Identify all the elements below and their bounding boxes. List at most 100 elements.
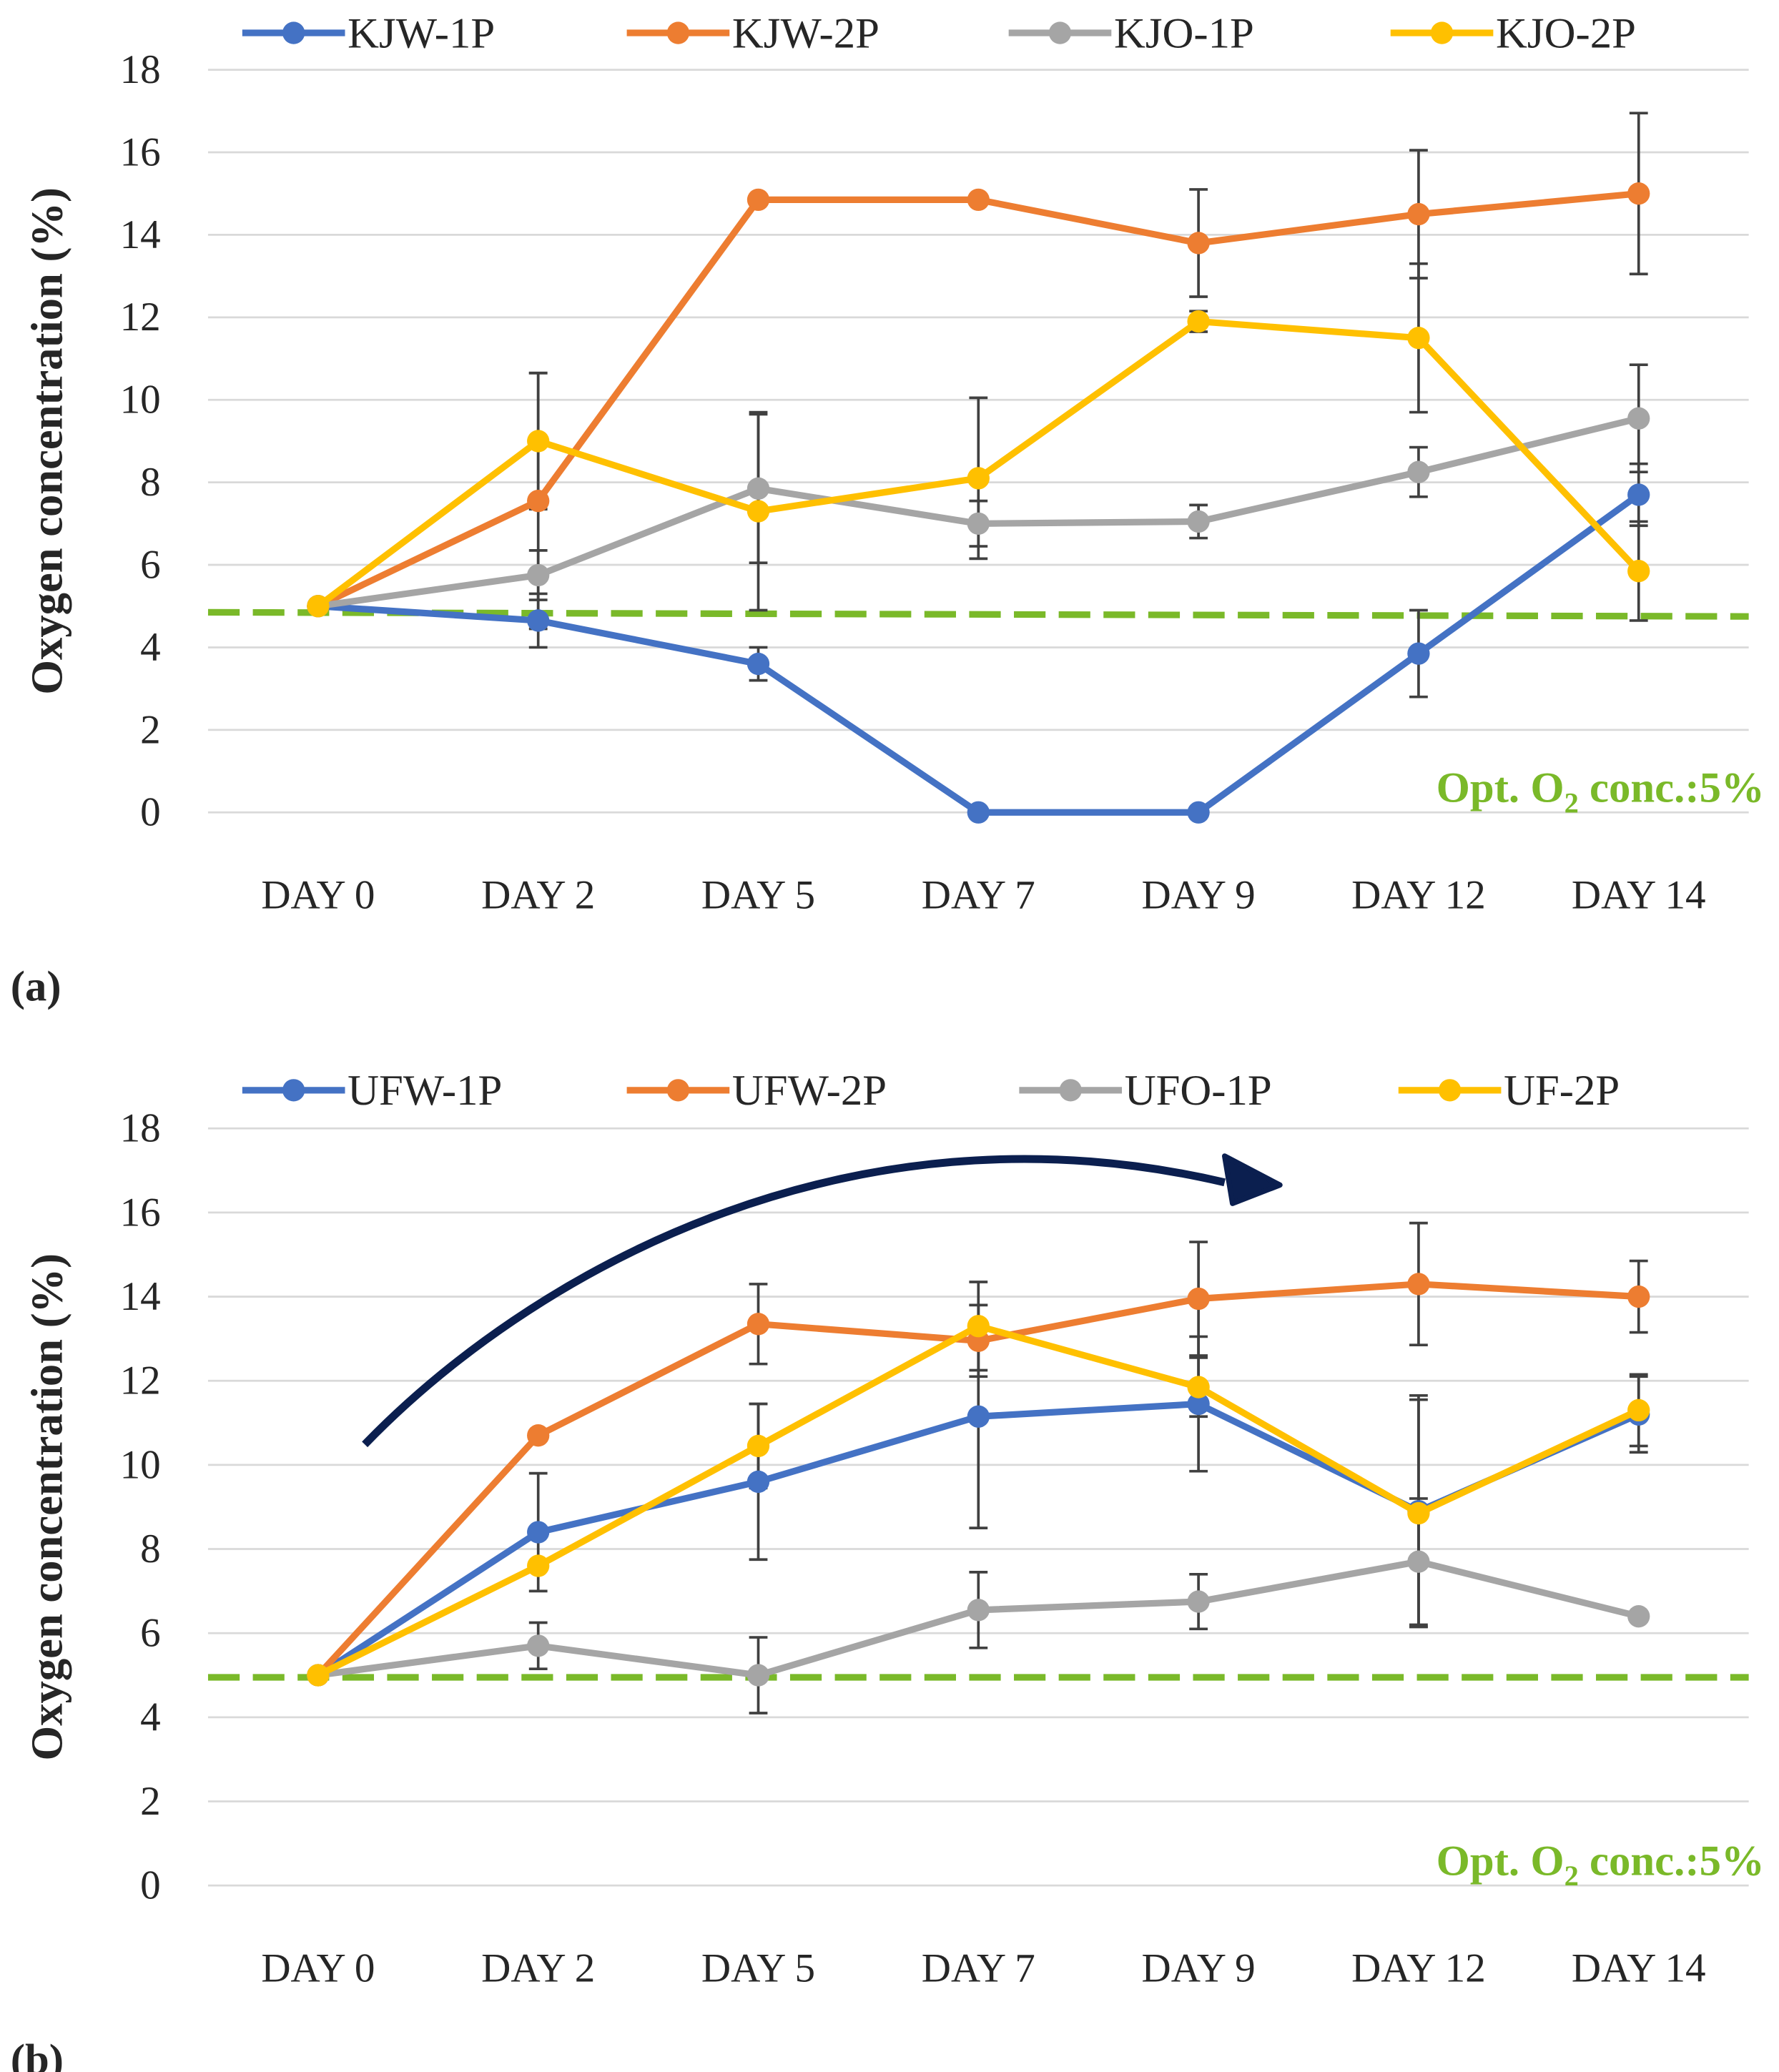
- data-point-UFO-1P: [1187, 1590, 1210, 1613]
- x-tick-label: DAY 5: [701, 1946, 815, 1991]
- data-point-KJO-1P: [1407, 460, 1430, 483]
- data-point-KJW-2P: [527, 489, 550, 513]
- data-point-UF-2P: [307, 1664, 330, 1687]
- data-point-KJW-2P: [1407, 202, 1430, 226]
- y-tick-label: 16: [120, 129, 161, 174]
- legend-marker-UFW-2P: [666, 1079, 690, 1102]
- y-tick-label: 16: [120, 1190, 161, 1235]
- chart-panel-b: 0 2 4 6 8 10 12 14 16 18 DAY 0 DAY 2 DAY 5 DAY 7 DAY 9…: [11, 1067, 1765, 2072]
- data-point-UF-2P: [746, 1434, 770, 1458]
- x-tick-label: DAY 7: [922, 873, 1035, 918]
- data-point-UFW-2P: [746, 1313, 770, 1336]
- x-tick-label: DAY 7: [922, 1946, 1035, 1991]
- reference-line: [207, 608, 1749, 620]
- y-tick-label: 14: [120, 212, 161, 257]
- legend-label: UFW-2P: [732, 1067, 887, 1115]
- legend-marker-UFW-1P: [282, 1079, 305, 1102]
- data-point-UFO-1P: [967, 1599, 990, 1622]
- data-point-KJO-1P: [527, 563, 550, 587]
- x-tick-label: DAY 14: [1572, 873, 1706, 918]
- data-point-UF-2P: [1187, 1376, 1210, 1398]
- data-point-KJO-1P: [746, 477, 770, 500]
- y-axis-title: Oxygen concentration (%): [22, 1253, 72, 1760]
- data-point-UFO-1P: [1627, 1605, 1650, 1628]
- trend-arrow-shaft: [362, 1155, 1226, 1448]
- data-point-UFW-2P: [1627, 1285, 1650, 1308]
- x-tick-label: DAY 12: [1351, 873, 1486, 918]
- data-point-KJW-2P: [967, 188, 990, 212]
- x-tick-label: DAY 9: [1142, 873, 1256, 918]
- data-point-KJW-1P: [1187, 801, 1210, 824]
- data-point-KJO-2P: [527, 430, 550, 453]
- x-tick-label: DAY 14: [1572, 1946, 1706, 1991]
- y-tick-label: 12: [120, 295, 161, 340]
- y-tick-label: 8: [140, 1526, 161, 1572]
- chart-panel-a: 0 2 4 6 8 10 12 14 16 18 DAY 0 DAY 2 DAY 5 DAY 7 DAY 9…: [11, 9, 1765, 1010]
- x-tick-label: DAY 0: [261, 873, 375, 918]
- legend-label: KJO-2P: [1496, 9, 1636, 57]
- trend-arrow-head: [1222, 1153, 1283, 1206]
- y-tick-label: 6: [140, 1611, 161, 1656]
- y-tick-label: 6: [140, 542, 161, 587]
- y-tick-label: 18: [120, 1106, 161, 1151]
- data-point-KJO-2P: [1627, 560, 1650, 583]
- data-point-UF-2P: [1627, 1398, 1650, 1422]
- panel-label: (a): [11, 963, 61, 1011]
- y-tick-label: 10: [120, 1442, 161, 1487]
- legend-marker-KJO-2P: [1430, 21, 1454, 44]
- data-point-KJW-1P: [746, 652, 770, 676]
- data-point-UFW-1P: [527, 1521, 550, 1544]
- x-tick-label: DAY 5: [701, 873, 815, 918]
- y-tick-label: 10: [120, 378, 161, 423]
- data-point-KJO-2P: [967, 467, 990, 490]
- data-point-KJO-2P: [307, 595, 330, 618]
- panel-label: (b): [11, 2036, 64, 2072]
- data-point-KJW-1P: [1407, 642, 1430, 665]
- data-point-KJW-1P: [527, 609, 550, 632]
- data-point-KJW-2P: [1627, 182, 1650, 205]
- legend-marker-KJO-1P: [1048, 21, 1072, 44]
- data-point-UFW-2P: [527, 1424, 550, 1447]
- x-tick-label: DAY 2: [481, 873, 595, 918]
- data-point-KJO-2P: [1407, 327, 1430, 350]
- legend-label: UFW-1P: [348, 1067, 502, 1115]
- data-point-UFO-1P: [746, 1664, 770, 1687]
- x-tick-label: DAY 9: [1142, 1946, 1256, 1991]
- y-tick-label: 8: [140, 460, 161, 505]
- y-tick-label: 4: [140, 625, 161, 670]
- legend-marker-KJW-1P: [282, 21, 305, 44]
- data-point-UFW-2P: [1407, 1273, 1430, 1296]
- legend-label: KJW-2P: [732, 9, 879, 57]
- y-tick-label: 2: [140, 1779, 161, 1824]
- legend-marker-KJW-2P: [666, 21, 690, 44]
- x-tick-label: DAY 0: [261, 1946, 375, 1991]
- data-point-UF-2P: [967, 1315, 990, 1338]
- data-point-UFW-1P: [967, 1405, 990, 1428]
- data-point-KJO-1P: [1187, 510, 1210, 533]
- legend-marker-UFO-1P: [1059, 1079, 1082, 1102]
- data-point-KJO-1P: [1627, 407, 1650, 430]
- data-point-KJW-2P: [746, 188, 770, 212]
- x-tick-label: DAY 12: [1351, 1946, 1486, 1991]
- reference-line-label: Opt. O2 conc.:5%: [1436, 764, 1765, 819]
- y-tick-label: 0: [140, 790, 161, 835]
- legend-label: KJW-1P: [348, 9, 495, 57]
- x-tick-label: DAY 2: [481, 1946, 595, 1991]
- legend-label: KJO-1P: [1114, 9, 1254, 57]
- data-point-UFO-1P: [1407, 1550, 1430, 1573]
- data-point-KJO-2P: [1187, 310, 1210, 333]
- data-point-KJW-1P: [967, 801, 990, 824]
- data-point-UF-2P: [1407, 1501, 1430, 1525]
- data-point-KJO-2P: [746, 500, 770, 523]
- data-point-KJW-1P: [1627, 483, 1650, 506]
- y-tick-label: 2: [140, 707, 161, 752]
- data-point-UF-2P: [527, 1554, 550, 1577]
- data-point-KJW-2P: [1187, 232, 1210, 255]
- data-point-UFW-1P: [746, 1470, 770, 1494]
- y-tick-label: 0: [140, 1863, 161, 1908]
- data-point-UFW-2P: [1187, 1287, 1210, 1311]
- data-point-KJO-1P: [967, 512, 990, 535]
- y-tick-label: 18: [120, 47, 161, 92]
- data-point-UFO-1P: [527, 1634, 550, 1657]
